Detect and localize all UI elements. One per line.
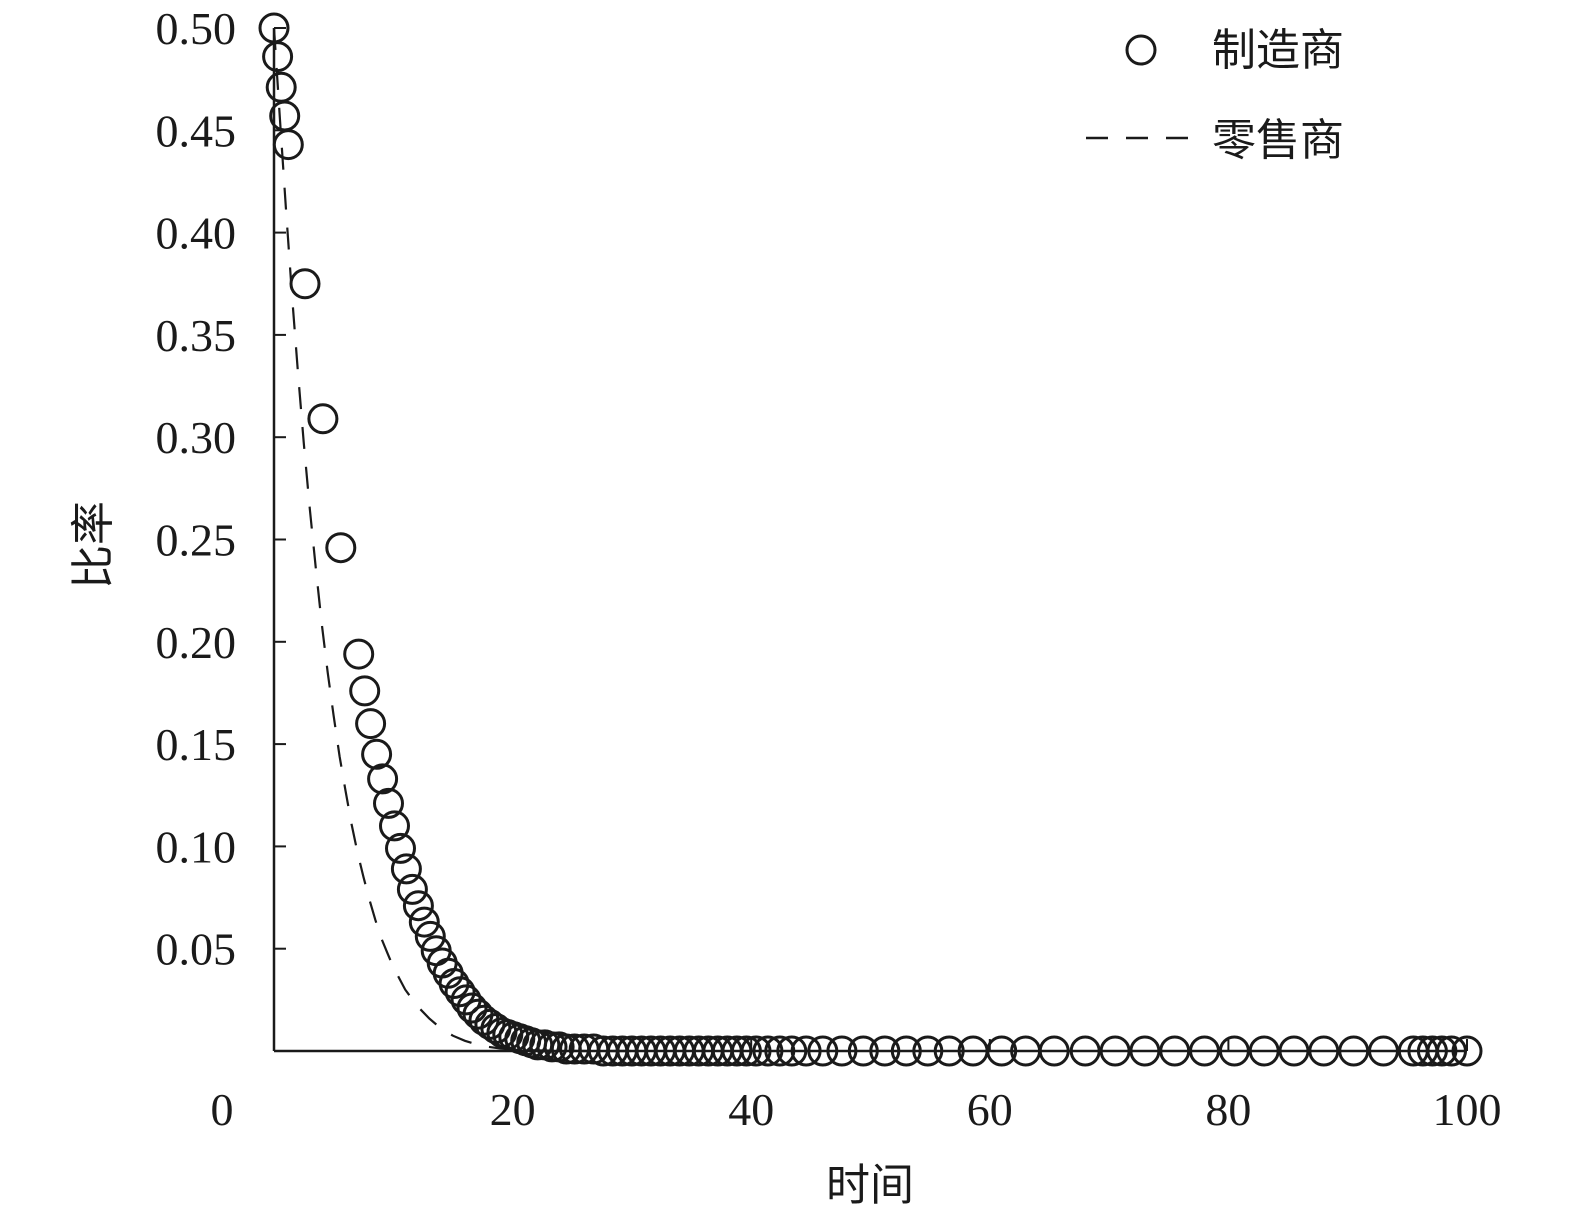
- manufacturer-data-point: [869, 1035, 901, 1067]
- manufacturer-data-point: [367, 763, 399, 795]
- manufacturer-data-point: [1189, 1035, 1220, 1067]
- manufacturer-data-point: [1368, 1035, 1399, 1067]
- manufacturer-data-point: [1338, 1035, 1370, 1067]
- x-tick-label: 0: [211, 1084, 234, 1135]
- manufacturer-data-point: [1038, 1035, 1070, 1067]
- manufacturer-data-point: [402, 890, 434, 922]
- manufacturer-data-point: [1069, 1035, 1101, 1067]
- manufacturer-data-point: [1129, 1035, 1161, 1067]
- y-tick-label: 0.15: [156, 719, 237, 770]
- manufacturer-data-point: [1099, 1035, 1131, 1067]
- manufacturer-data-point: [444, 976, 476, 1008]
- manufacturer-data-point: [1159, 1035, 1191, 1067]
- manufacturer-data-point: [262, 41, 294, 73]
- manufacturer-data-point: [933, 1035, 965, 1067]
- manufacturer-data-point: [986, 1035, 1018, 1067]
- manufacturer-data-point: [385, 832, 416, 864]
- manufacturer-data-point: [438, 968, 470, 999]
- series-manufacturer: [258, 12, 1483, 1067]
- manufacturer-data-point: [456, 992, 488, 1024]
- x-ticks: 0 20 40 60 80 100: [211, 1039, 1502, 1135]
- y-tick-label: 0.10: [156, 821, 237, 872]
- manufacturer-data-point: [1248, 1035, 1280, 1067]
- manufacturer-data-point: [325, 532, 357, 564]
- manufacturer-data-point: [536, 1031, 568, 1063]
- manufacturer-data-point: [1218, 1035, 1250, 1067]
- manufacturer-data-point: [890, 1035, 922, 1067]
- manufacturer-data-point: [355, 708, 387, 740]
- manufacturer-data-point: [307, 403, 339, 435]
- manufacturer-data-point: [1436, 1035, 1467, 1067]
- y-tick-label: 0.25: [156, 515, 237, 566]
- manufacturer-data-point: [349, 675, 381, 707]
- manufacturer-data-point: [373, 787, 404, 819]
- manufacturer-data-point: [807, 1035, 839, 1067]
- legend: 制造商 零售商: [1086, 25, 1344, 166]
- y-tick-label: 0.35: [156, 310, 237, 361]
- manufacturer-data-point: [912, 1035, 944, 1067]
- manufacturer-data-point: [379, 810, 410, 842]
- manufacturer-data-point: [1278, 1035, 1310, 1067]
- manufacturer-data-point: [1426, 1035, 1458, 1067]
- x-tick-label: 60: [967, 1084, 1013, 1135]
- y-ticks: 0.05 0.10 0.15 0.20 0.25 0.30 0.35 0.40 0.45 0.50: [156, 3, 286, 975]
- x-axis-title: 时间: [826, 1160, 914, 1211]
- manufacturer-data-point: [740, 1035, 772, 1067]
- y-tick-label: 0.20: [156, 617, 237, 668]
- manufacturer-data-point: [847, 1035, 879, 1067]
- legend-label-manufacturer: 制造商: [1212, 25, 1344, 76]
- manufacturer-data-point: [1451, 1035, 1483, 1067]
- manufacturer-data-point: [361, 738, 393, 770]
- manufacturer-data-point: [790, 1035, 822, 1067]
- legend-label-retailer: 零售商: [1212, 115, 1344, 166]
- y-tick-label: 0.40: [156, 208, 237, 259]
- legend-circle-marker-icon: [1125, 34, 1157, 66]
- y-axis-title: 比率: [68, 501, 119, 589]
- manufacturer-data-point: [265, 71, 297, 103]
- y-tick-label: 0.50: [156, 3, 237, 54]
- manufacturer-data-point: [1308, 1035, 1340, 1067]
- y-tick-label: 0.30: [156, 412, 237, 463]
- x-tick-label: 20: [490, 1084, 536, 1135]
- x-tick-label: 100: [1433, 1084, 1502, 1135]
- y-tick-label: 0.05: [156, 924, 237, 975]
- manufacturer-data-point: [408, 906, 440, 938]
- x-tick-label: 40: [728, 1084, 774, 1135]
- manufacturer-data-point: [764, 1035, 796, 1067]
- manufacturer-data-point: [776, 1035, 808, 1067]
- manufacturer-data-point: [730, 1035, 762, 1067]
- x-tick-label: 80: [1205, 1084, 1251, 1135]
- manufacturer-data-point: [826, 1035, 858, 1067]
- manufacturer-data-point: [390, 853, 422, 885]
- manufacturer-data-point: [343, 638, 375, 670]
- manufacturer-data-point: [414, 920, 446, 952]
- manufacturer-data-point: [752, 1035, 784, 1067]
- manufacturer-data-point: [272, 129, 304, 161]
- plot-area: 0 20 40 60 80 100 0.05 0.10 0.15 0.20 0.25 0.30 0.3…: [156, 3, 1502, 1135]
- manufacturer-data-point: [1416, 1035, 1448, 1067]
- manufacturer-data-point: [396, 873, 428, 905]
- y-tick-label: 0.45: [156, 105, 237, 156]
- manufacturer-data-point: [289, 268, 321, 300]
- manufacturer-data-point: [721, 1035, 753, 1067]
